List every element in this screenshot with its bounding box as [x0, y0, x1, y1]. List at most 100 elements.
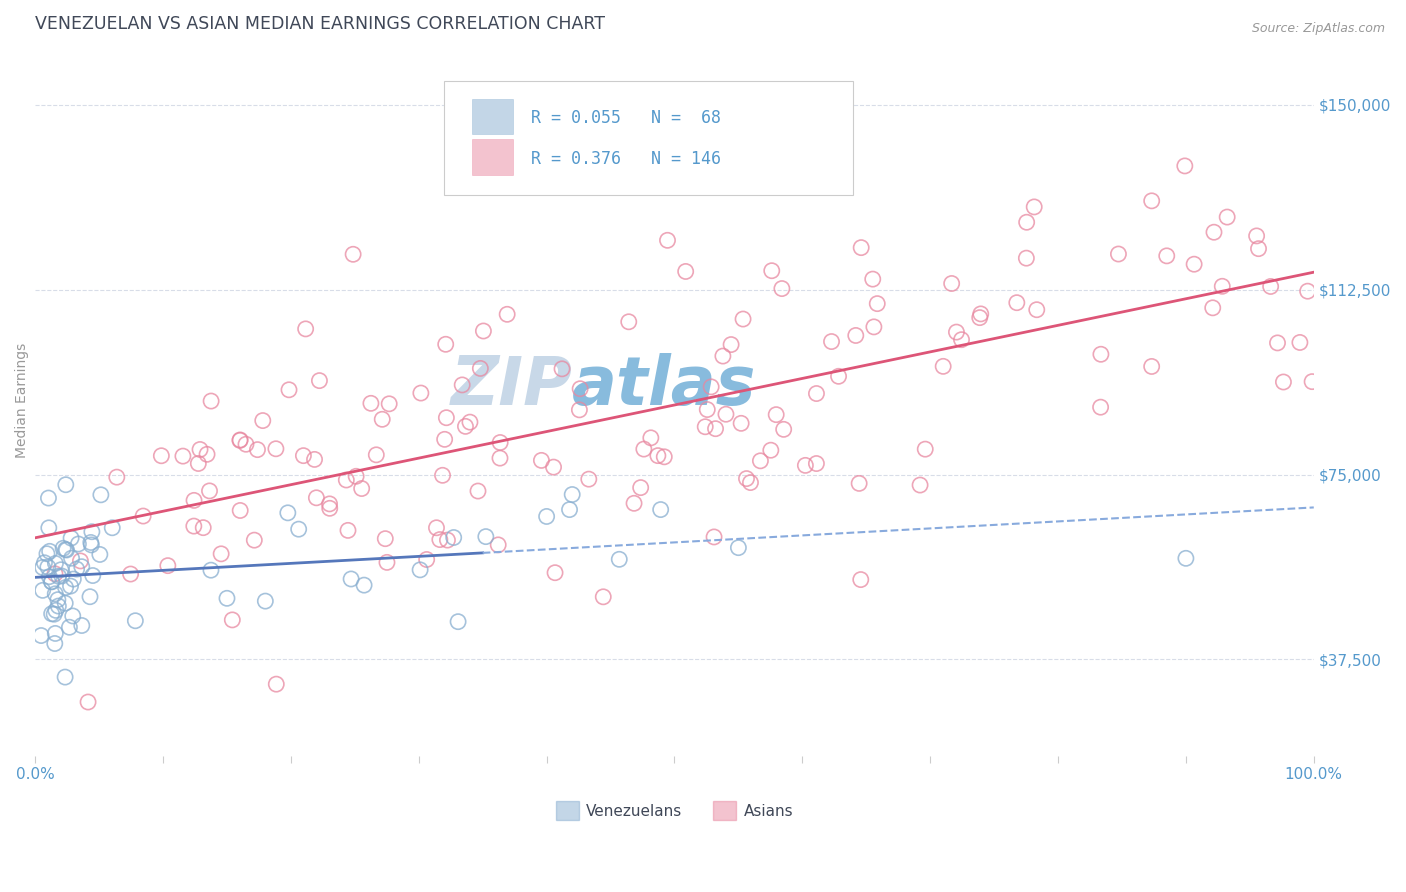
Point	[335, 473, 357, 487]
Point	[704, 422, 727, 436]
Point	[1216, 210, 1239, 224]
Legend: Venezuelans, Asians: Venezuelans, Asians	[550, 795, 800, 826]
Point	[77, 695, 100, 709]
Point	[53, 670, 76, 684]
Point	[340, 572, 363, 586]
Point	[945, 325, 967, 339]
Point	[38, 521, 60, 535]
Point	[447, 615, 470, 629]
Point	[89, 548, 111, 562]
Point	[264, 442, 287, 456]
Point	[941, 277, 963, 291]
Point	[647, 449, 669, 463]
Point	[188, 442, 211, 457]
Point	[467, 484, 489, 499]
Point	[727, 541, 749, 555]
Point	[350, 482, 373, 496]
Point	[305, 491, 328, 505]
Point	[759, 443, 782, 458]
Point	[543, 460, 565, 475]
Point	[132, 509, 155, 524]
Point	[200, 394, 222, 409]
Point	[1289, 335, 1312, 350]
Point	[243, 533, 266, 548]
Point	[55, 543, 77, 558]
Point	[120, 567, 142, 582]
Point	[1267, 335, 1289, 350]
Point	[458, 415, 481, 429]
Point	[1301, 375, 1323, 389]
Point	[82, 568, 104, 582]
Point	[353, 578, 375, 592]
Point	[749, 454, 772, 468]
Point	[374, 532, 396, 546]
Point	[229, 503, 252, 517]
Point	[254, 594, 277, 608]
Point	[657, 233, 679, 247]
Point	[183, 519, 205, 533]
Point	[69, 554, 91, 568]
Point	[80, 538, 103, 552]
Point	[561, 487, 583, 501]
Point	[246, 442, 269, 457]
Point	[287, 522, 309, 536]
Point	[80, 524, 103, 539]
Point	[200, 563, 222, 577]
Point	[215, 591, 238, 606]
Point	[1140, 359, 1163, 374]
Point	[536, 509, 558, 524]
Point	[794, 458, 817, 473]
Point	[623, 496, 645, 510]
Point	[761, 263, 783, 277]
Point	[318, 497, 340, 511]
Point	[496, 307, 519, 321]
Point	[1015, 251, 1038, 265]
Point	[360, 396, 382, 410]
Point	[630, 481, 652, 495]
Point	[735, 472, 758, 486]
FancyBboxPatch shape	[444, 81, 853, 194]
Point	[443, 531, 465, 545]
Point	[150, 449, 173, 463]
Point	[578, 472, 600, 486]
Point	[80, 535, 103, 549]
Point	[451, 378, 474, 392]
Point	[44, 626, 66, 640]
Point	[950, 333, 973, 347]
Point	[617, 315, 640, 329]
Point	[908, 478, 931, 492]
Point	[434, 337, 457, 351]
Point	[53, 596, 76, 610]
Point	[1005, 295, 1028, 310]
Point	[675, 264, 697, 278]
Point	[62, 572, 84, 586]
Point	[1156, 249, 1178, 263]
Point	[221, 613, 243, 627]
Point	[714, 407, 737, 421]
Point	[731, 312, 754, 326]
Point	[308, 374, 330, 388]
Point	[41, 574, 63, 589]
Point	[60, 551, 83, 566]
Point	[58, 620, 80, 634]
Point	[52, 541, 75, 556]
Point	[49, 563, 72, 577]
Point	[558, 502, 581, 516]
Point	[375, 555, 398, 569]
Point	[711, 349, 734, 363]
Point	[650, 502, 672, 516]
Point	[31, 560, 53, 574]
Point	[277, 506, 299, 520]
Point	[31, 583, 53, 598]
Point	[530, 453, 553, 467]
Point	[1272, 375, 1295, 389]
Point	[432, 468, 454, 483]
Point	[59, 579, 82, 593]
Point	[45, 603, 67, 617]
Point	[30, 628, 52, 642]
Point	[344, 469, 367, 483]
Point	[44, 607, 66, 622]
Point	[568, 402, 591, 417]
Point	[62, 609, 84, 624]
Point	[266, 677, 288, 691]
